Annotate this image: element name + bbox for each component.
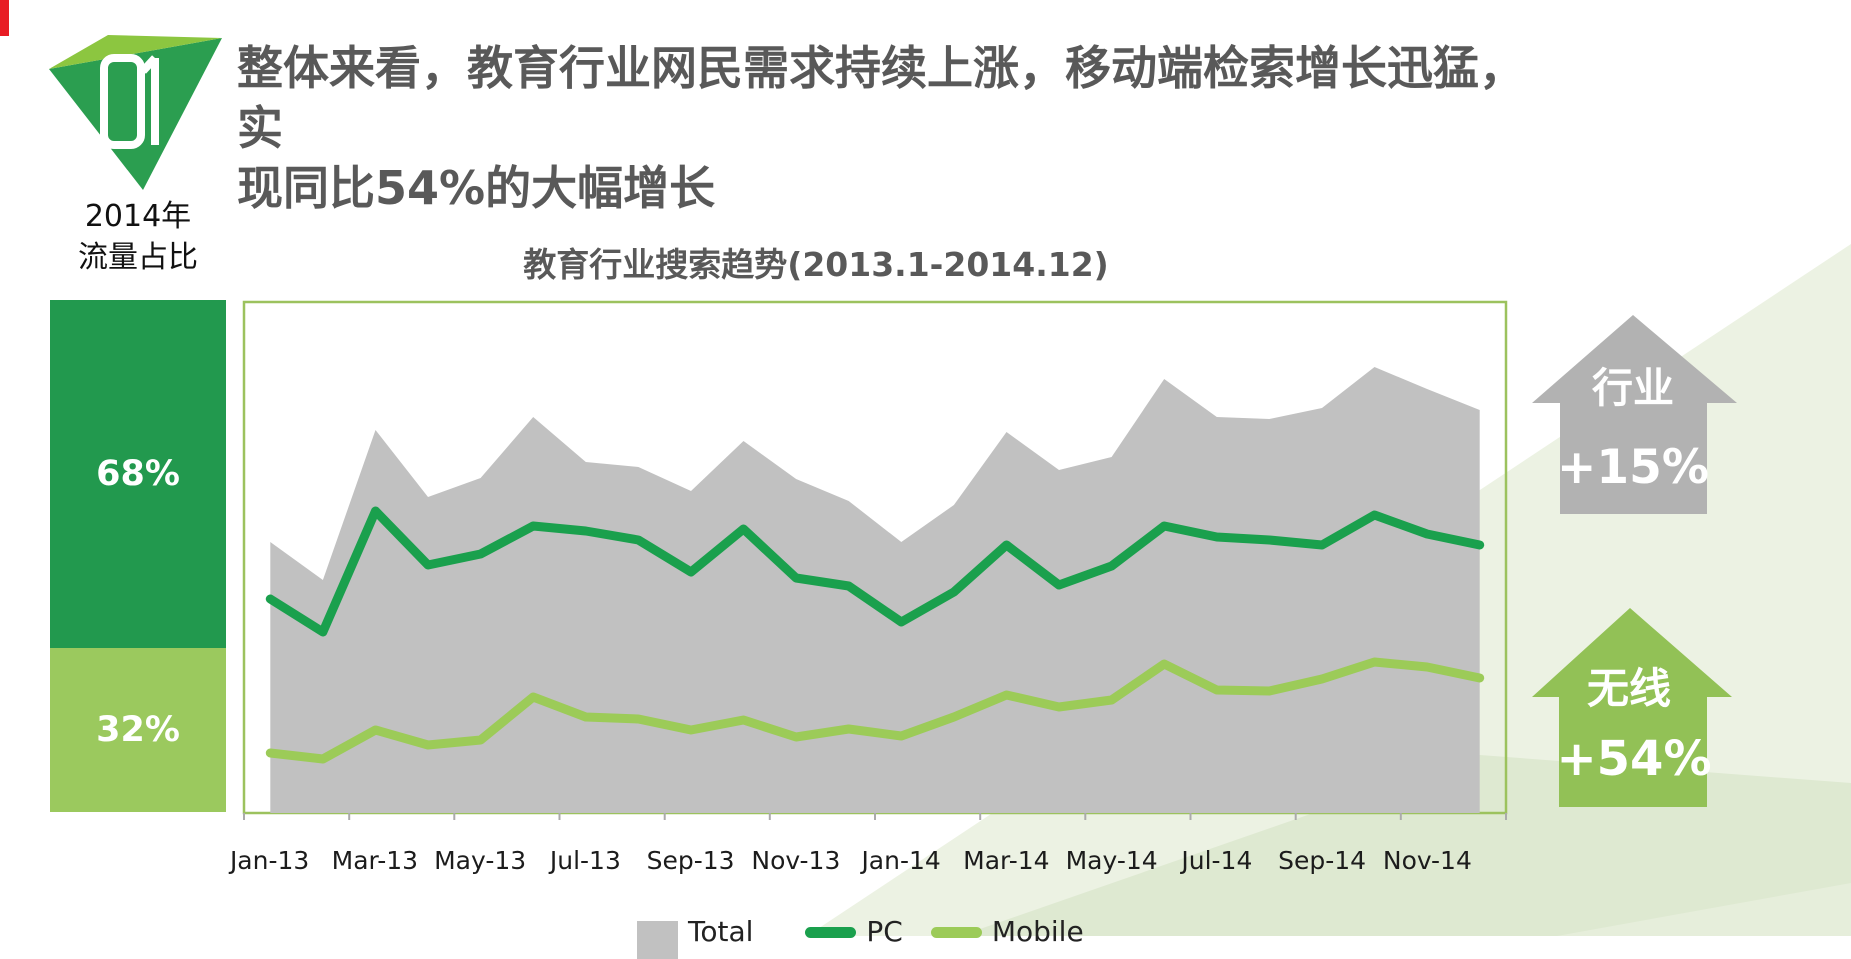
x-axis-label: Sep-13 [646, 846, 735, 875]
background-band-low [1557, 883, 1851, 936]
traffic-share-label-line1: 2014年 [84, 199, 192, 234]
industry-growth-delta: +15% [1557, 440, 1709, 495]
legend-label-total: Total [688, 915, 754, 948]
page-title-line1: 整体来看，教育行业网民需求持续上涨，移动端检索增长迅猛，实 [237, 41, 1525, 155]
industry-growth-arrow [1532, 315, 1737, 514]
plot-border [242, 300, 1508, 815]
wireless-growth-delta: +54% [1556, 731, 1711, 787]
x-axis-label: Jul-13 [549, 846, 621, 875]
x-axis-label: Nov-13 [751, 846, 841, 875]
x-axis-label: Nov-14 [1382, 846, 1472, 875]
series-mobile-line [265, 657, 1485, 764]
badge-number-01 [100, 54, 159, 149]
wireless-growth-label: 无线 [1587, 664, 1671, 713]
x-axis-ticks [243, 813, 1507, 820]
x-axis-label: Mar-13 [331, 846, 419, 875]
traffic-share-label-line2: 流量占比 [78, 240, 198, 275]
traffic-share-label: 2014年 流量占比 [30, 196, 246, 278]
x-axis-label: Sep-14 [1278, 846, 1367, 875]
bar-segment-pc-value: 68% [96, 454, 180, 495]
x-axis-label: Mar-14 [963, 846, 1050, 875]
bar-segment-mobile-value: 32% [96, 710, 180, 751]
x-axis-label: Jan-14 [861, 846, 941, 875]
legend-label-mobile: Mobile [991, 915, 1084, 948]
bar-segment-mobile: 32% [50, 648, 226, 812]
badge-triangle-body [49, 38, 222, 190]
background-band-light [807, 244, 1851, 936]
x-axis-label: May-14 [1065, 846, 1158, 875]
x-axis-label: Jan-13 [229, 846, 310, 875]
x-axis-labels: Jan-13 Mar-13 May-13 Jul-13 Sep-13 Nov-13 Jan-… [217, 846, 1480, 875]
page-title-line2: 现同比54%的大幅增长 [237, 161, 716, 215]
badge-triangle-facet [49, 35, 222, 69]
page-title: 整体来看，教育行业网民需求持续上涨，移动端检索增长迅猛，实 现同比54%的大幅增… [237, 38, 1527, 218]
legend-swatch-pc [805, 927, 857, 938]
x-axis-label: May-13 [434, 846, 527, 875]
series-total-area [270, 367, 1480, 813]
series-pc-line [265, 506, 1485, 637]
corner-accent-strip [0, 0, 9, 36]
wireless-growth-arrow [1532, 608, 1732, 807]
legend-swatch-mobile [930, 927, 982, 938]
traffic-share-bar: 68% 32% [50, 300, 226, 812]
bar-segment-pc: 68% [50, 300, 226, 649]
legend-swatch-total [637, 921, 678, 959]
legend-label-pc: PC [866, 915, 903, 948]
chart-title: 教育行业搜索趋势(2013.1-2014.12) [523, 245, 1109, 284]
industry-growth-label: 行业 [1592, 364, 1674, 412]
chart-legend: Total PC Mobile [637, 917, 1084, 959]
x-axis-label: Jul-14 [1181, 846, 1253, 875]
